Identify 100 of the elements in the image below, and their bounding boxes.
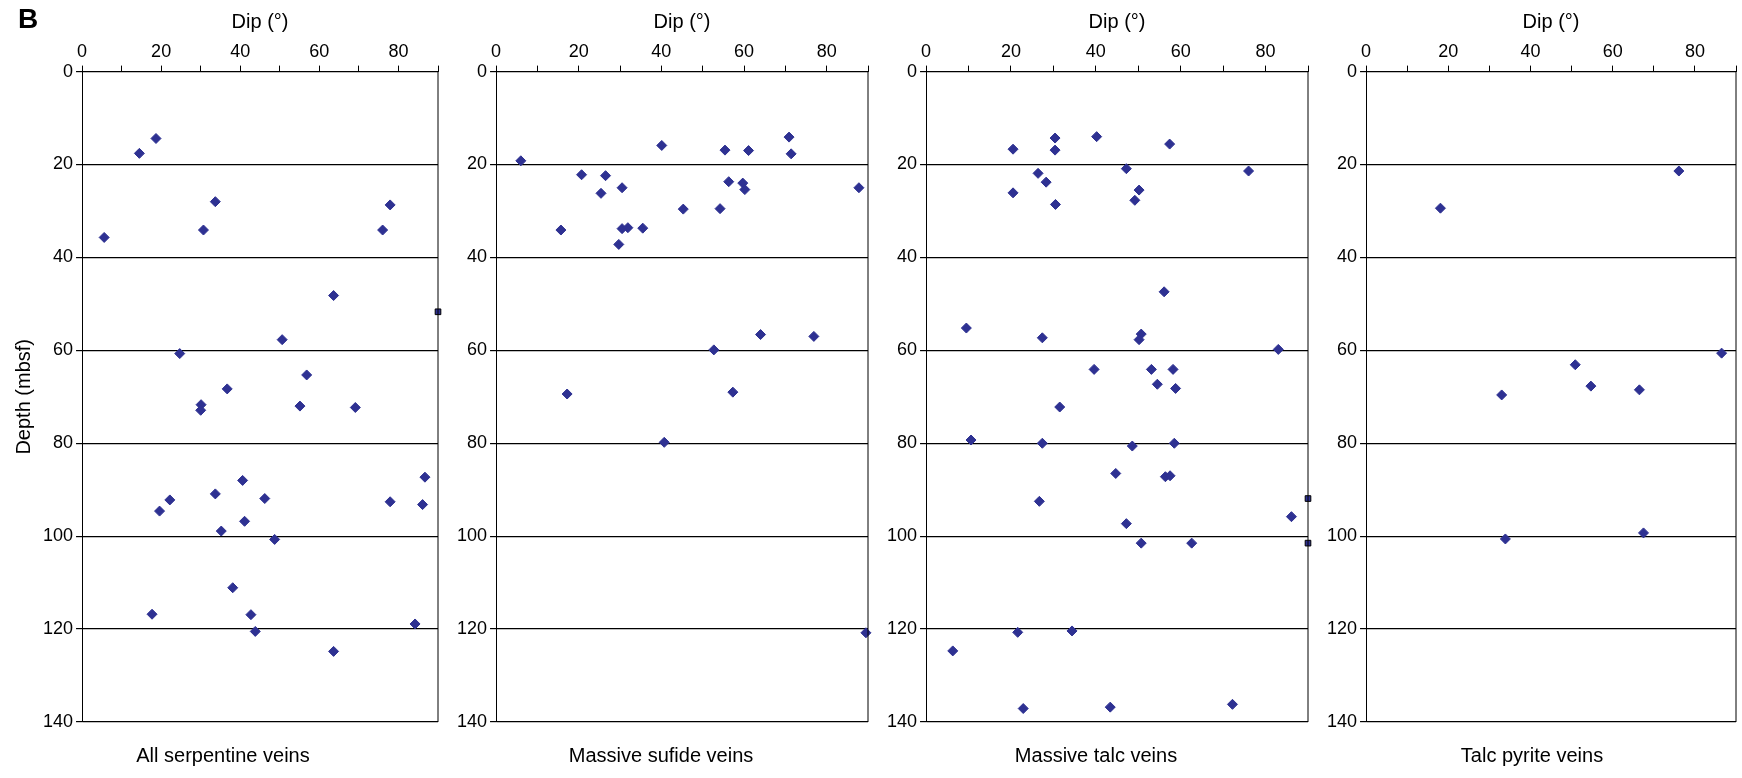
point	[1032, 167, 1044, 179]
point	[708, 344, 720, 356]
point	[1120, 163, 1132, 175]
y-tick-label: 140	[42, 710, 74, 731]
point	[555, 224, 567, 236]
x-tick-label: 60	[734, 40, 755, 61]
point	[1133, 184, 1145, 196]
point	[1049, 132, 1061, 144]
x-tick-label: 20	[568, 40, 589, 61]
point	[853, 182, 865, 194]
point	[1036, 437, 1048, 449]
point	[1110, 467, 1122, 479]
x-tick-label: 60	[1170, 40, 1191, 61]
point	[1129, 194, 1141, 206]
point	[237, 474, 249, 486]
point	[349, 401, 361, 413]
point	[249, 625, 261, 637]
point	[294, 400, 306, 412]
point	[719, 144, 731, 156]
y-tick-label: 80	[53, 432, 74, 453]
point	[1036, 332, 1048, 344]
point	[419, 471, 431, 483]
point	[965, 434, 977, 446]
x-tick-label: 80	[1255, 40, 1276, 61]
point	[1285, 511, 1297, 523]
y-tick-label: 40	[1337, 246, 1358, 267]
point	[301, 369, 313, 381]
point	[714, 203, 726, 215]
y-tick-label: 100	[456, 525, 488, 546]
x-tick-label: 20	[151, 40, 172, 61]
point	[960, 322, 972, 334]
point	[328, 645, 340, 657]
x-tick-label: 60	[1602, 40, 1623, 61]
y-tick-label: 40	[467, 246, 488, 267]
point	[269, 533, 281, 545]
point	[637, 222, 649, 234]
point	[515, 155, 527, 167]
point	[1243, 165, 1255, 177]
y-tick-label: 0	[477, 60, 488, 81]
point	[656, 139, 668, 151]
point	[409, 618, 421, 630]
point	[384, 496, 396, 508]
text: Massive talc veins	[1014, 743, 1178, 766]
point	[1170, 382, 1182, 394]
point	[755, 329, 767, 341]
y-tick-label: 40	[897, 246, 918, 267]
point	[616, 182, 628, 194]
y-tick-label: 80	[467, 432, 488, 453]
y-tick-label: 20	[897, 153, 918, 174]
x-tick-label: 80	[388, 40, 409, 61]
point	[1126, 440, 1138, 452]
y-tick-label: 120	[1326, 618, 1358, 639]
x-tick-label: 0	[921, 40, 932, 61]
y-tick-label: 100	[42, 525, 74, 546]
point	[1569, 359, 1581, 371]
point	[743, 145, 755, 157]
point	[154, 505, 166, 517]
point	[1272, 343, 1284, 355]
y-axis-title: Depth (mbsf)	[11, 339, 34, 455]
x-tick-label: 0	[1361, 40, 1372, 61]
point	[245, 609, 257, 621]
y-tick-label: 20	[467, 153, 488, 174]
x-axis-title: Dip (°)	[1088, 9, 1146, 32]
point	[209, 196, 221, 208]
point	[1716, 347, 1728, 359]
x-axis-title: Dip (°)	[653, 9, 711, 32]
point	[98, 231, 110, 243]
point	[1499, 533, 1511, 545]
y-tick-label: 100	[1326, 525, 1358, 546]
point	[276, 334, 288, 346]
point	[576, 169, 588, 181]
point	[1012, 626, 1024, 638]
point	[377, 224, 389, 236]
point	[227, 582, 239, 594]
text: Massive sufide veins	[568, 743, 754, 766]
y-tick-label: 60	[1337, 339, 1358, 360]
point	[150, 133, 162, 144]
x-tick-label: 0	[491, 40, 502, 61]
x-tick-label: 80	[1684, 40, 1705, 61]
point	[259, 493, 271, 505]
point	[947, 645, 959, 657]
point	[197, 224, 209, 236]
point	[174, 348, 186, 360]
point	[1091, 131, 1103, 143]
point	[1133, 334, 1145, 346]
point	[328, 290, 340, 302]
y-tick-label: 0	[1347, 60, 1358, 81]
point	[1066, 625, 1078, 637]
y-tick-label: 40	[53, 246, 74, 267]
point	[1167, 363, 1179, 375]
x-tick-label: 40	[230, 40, 251, 61]
point	[1054, 401, 1066, 413]
point	[1007, 143, 1019, 155]
y-tick-label: 120	[886, 618, 918, 639]
point	[1168, 437, 1180, 449]
y-tick-label: 100	[886, 525, 918, 546]
point	[221, 383, 233, 395]
point	[1033, 495, 1045, 507]
point	[1186, 537, 1198, 549]
y-tick-label: 80	[897, 432, 918, 453]
